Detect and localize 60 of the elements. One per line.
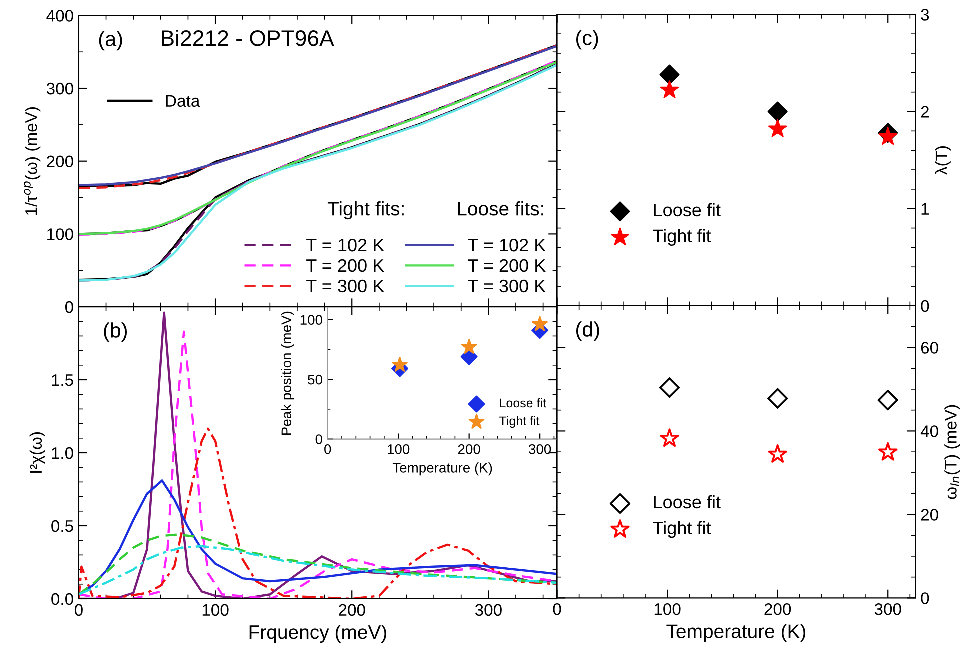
- legend-label: Loose fit: [500, 398, 546, 408]
- y-tick-label: 0.5: [52, 520, 74, 532]
- y-tick-label: 50: [308, 374, 322, 385]
- y-tick-label: 0: [921, 592, 930, 604]
- y-tick-label: 100: [300, 315, 322, 325]
- legend-label: Loose fit: [654, 203, 721, 217]
- annotation: (b): [104, 322, 128, 342]
- legend-label: T = 300 K: [468, 280, 546, 293]
- legend-label: T = 102 K: [468, 238, 546, 252]
- y-tick-label: 0: [921, 300, 930, 312]
- legend-label: Tight fit: [653, 229, 712, 246]
- annotation: Bi2212 - OPT96A: [162, 30, 334, 46]
- y-axis-title: 1/τ$^{op}$(ω) (meV): [24, 108, 41, 216]
- legend-label: Loose fit: [654, 495, 721, 509]
- x-tick-label: 0: [74, 604, 83, 616]
- annotation: (a): [99, 31, 122, 51]
- x-tick-label: 0: [553, 604, 562, 616]
- y-tick-label: 20: [921, 509, 938, 521]
- annotation: (d): [576, 322, 600, 342]
- y-tick-label: 1.5: [52, 374, 74, 386]
- x-tick-label: 300: [475, 604, 502, 616]
- y-axis-title: λ(T): [935, 146, 951, 175]
- x-tick-label: 200: [458, 444, 480, 454]
- x-axis-title: Temperature (K): [392, 462, 492, 476]
- y-axis-title: I²χ(ω): [30, 432, 46, 473]
- x-tick-label: 100: [654, 604, 681, 616]
- y-tick-label: 1.0: [52, 447, 74, 460]
- y-tick-label: 2: [921, 106, 929, 118]
- y-axis-title: Peak position (meV): [281, 312, 294, 435]
- y-tick-label: 40: [920, 426, 938, 438]
- x-tick-label: 100: [388, 444, 410, 454]
- y-tick-label: 0: [316, 434, 322, 444]
- y-tick-label: 300: [46, 82, 74, 95]
- legend-label: T = 200 K: [468, 259, 546, 272]
- y-tick-label: 0: [65, 301, 74, 314]
- y-tick-label: 200: [47, 156, 74, 168]
- x-tick-label: 100: [202, 604, 229, 616]
- y-tick-label: 100: [48, 228, 74, 240]
- annotation: Tight fits:: [328, 201, 404, 220]
- y-tick-label: 0.0: [52, 593, 74, 606]
- x-tick-label: 200: [764, 604, 792, 616]
- y-tick-label: 60: [921, 342, 938, 354]
- legend-label: Tight fit: [500, 416, 540, 428]
- legend-label: T = 300 K: [306, 280, 384, 293]
- x-axis-title: Temperature (K): [666, 624, 806, 642]
- legend-label: Tight fit: [653, 521, 712, 538]
- y-tick-label: 400: [46, 10, 74, 22]
- legend-label: Data: [166, 95, 200, 108]
- legend-label: T = 102 K: [306, 238, 384, 252]
- x-tick-label: 200: [339, 604, 366, 616]
- y-tick-label: 3: [921, 9, 930, 21]
- annotation: (c): [576, 30, 598, 50]
- x-axis-title: Frquency (meV): [250, 624, 386, 644]
- y-tick-label: 1: [922, 203, 929, 215]
- x-tick-label: 300: [529, 444, 552, 454]
- y-axis-title: ω$_{ln}$(T) (meV): [944, 405, 960, 500]
- x-tick-label: 300: [874, 604, 902, 616]
- x-tick-label: 0: [324, 444, 332, 454]
- legend-label: T = 200 K: [306, 259, 384, 272]
- annotation: Loose fits:: [458, 201, 544, 216]
